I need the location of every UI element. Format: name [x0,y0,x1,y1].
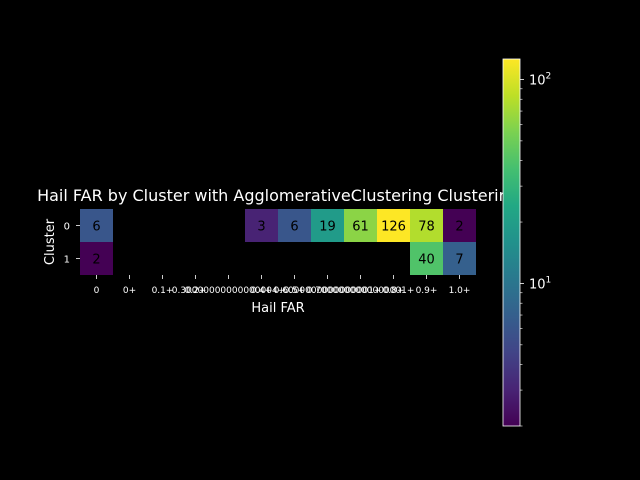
cell-value-label: 40 [418,253,435,268]
heatmap-cell [80,209,113,242]
x-tick-label: 0.6000000000000001+ [274,286,382,296]
colorbar: 101 102 [502,58,551,427]
y-tick-label: 1 [64,255,70,266]
cell-value-label: 2 [92,253,100,268]
x-tick-label: 0.30000000000000004+ [172,286,285,296]
y-axis-label: Cluster [43,218,58,265]
x-tick-label: 0.5+ [284,286,306,296]
x-tick-label: 0.1+ [152,286,174,296]
y-tick-label: 0 [64,222,70,233]
heatmap-cell-labels: 6 3 6 19 61 126 78 2 2 40 7 [92,220,463,268]
x-axis-label: Hail FAR [251,301,304,316]
heatmap-cell [443,242,476,275]
cell-value-label: 6 [290,220,298,235]
heatmap-cell [410,242,443,275]
cell-value-label: 6 [92,220,100,235]
x-axis-ticks: 0 0+ 0.1+ 0.2+0.30000000000000004+0.4+ 0.5+0… [94,275,471,296]
x-tick-label: 0.4+ [251,286,273,296]
cell-value-label: 19 [319,220,336,235]
heatmap-cell [278,209,311,242]
colorbar-tick-label: 101 [529,275,551,292]
heatmap-cell [344,209,377,242]
x-tick-label: 0.8+ [383,286,405,296]
heatmap-cells [80,209,476,275]
heatmap-cell [245,209,278,242]
cell-value-label: 2 [455,220,463,235]
colorbar-ticks: 101 102 [520,71,551,427]
x-tick-label: 0+ [123,286,136,296]
x-tick-label: 0.2+ [185,286,207,296]
cell-value-label: 78 [418,220,435,235]
heatmap-cell [377,209,410,242]
x-tick-label: 0.9+ [416,286,438,296]
colorbar-tick-label: 102 [529,71,551,88]
x-tick-label: 0 [94,286,100,296]
x-tick-label: 0.7000000000000001+ [307,286,415,296]
cell-value-label: 126 [381,220,406,235]
heatmap-cell [410,209,443,242]
cell-value-label: 61 [352,220,369,235]
y-axis-ticks: 01 [64,222,80,266]
colorbar-gradient [502,58,521,427]
heatmap-cell [80,242,113,275]
cell-value-label: 7 [455,253,463,268]
heatmap-cell [443,209,476,242]
x-tick-label: 1.0+ [449,286,471,296]
heatmap-cell [311,209,344,242]
cell-value-label: 3 [257,220,265,235]
chart-title: Hail FAR by Cluster with AgglomerativeCl… [37,186,519,205]
